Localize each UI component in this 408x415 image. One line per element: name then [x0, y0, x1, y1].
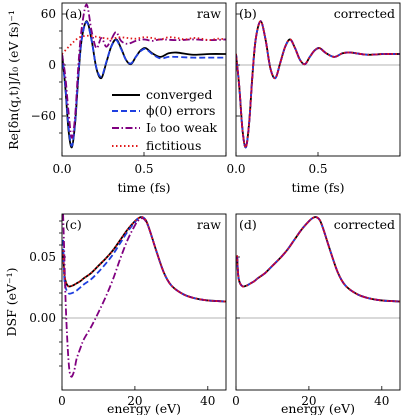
series-group-a: [62, 3, 226, 149]
series-group-c: [62, 214, 226, 378]
legend-label-converged: converged: [146, 87, 212, 102]
legend-label-phi0-errors: ϕ(0) errors: [146, 103, 215, 118]
frame-d: [235, 213, 401, 391]
panel-label-d: (d): [239, 217, 257, 232]
y-axis-title-c: DSF (eV⁻¹): [4, 267, 19, 336]
xtick-label-d-20: 20: [301, 394, 316, 408]
ticks-d: [235, 256, 383, 390]
y-axis-title-a: Re[δn(q,t)]/I₀ (eV fs)⁻¹: [6, 10, 21, 150]
x-axis-title-c: energy (eV): [107, 401, 181, 415]
xtick-label-c-20: 20: [127, 394, 142, 408]
panel-label-b: (b): [239, 6, 257, 21]
panel-label-c: (c): [65, 217, 82, 232]
xtick-label-a-0: 0.0: [52, 162, 71, 176]
xtick-label-d-40: 40: [374, 394, 389, 408]
ytick-label-a-0: 0: [48, 58, 56, 72]
frame-b: [235, 2, 401, 157]
series-d-phi0-errors: [236, 216, 400, 303]
legend-label-I0-too-weak: I₀ too weak: [146, 120, 218, 135]
series-c-I0-too-weak: [62, 214, 226, 378]
series-b-converged: [236, 20, 400, 149]
frame-a: [61, 2, 227, 157]
ytick-label-a-60: 60: [41, 7, 56, 21]
series-d-I0-too-weak: [236, 216, 400, 303]
panel-tag-d: corrected: [334, 217, 395, 232]
series-b-phi0-errors: [236, 20, 400, 149]
panel-a: (a) raw 60 0 −60 0.0 0.5 time (fs) Re[δn…: [6, 2, 227, 195]
x-axis-title-b: time (fs): [291, 180, 344, 195]
series-group-d: [236, 216, 400, 303]
series-c-fictitious: [62, 216, 226, 303]
xtick-label-b-0: 0.0: [226, 162, 245, 176]
ytick-label-a-neg60: −60: [31, 109, 56, 123]
ticks-c: [59, 220, 209, 390]
series-group-b: [236, 20, 400, 149]
x-axis-title-d: energy (eV): [281, 401, 355, 415]
panel-d: (d) corrected 0 20 40 energy (eV): [232, 213, 401, 415]
legend-label-fictitious: fictitious: [146, 138, 201, 153]
series-b-I0-too-weak: [236, 20, 400, 149]
series-b-fictitious: [236, 20, 400, 149]
xtick-label-c-0: 0: [58, 394, 66, 408]
x-axis-title-a: time (fs): [117, 180, 170, 195]
ticks-b: [235, 13, 401, 156]
panel-b: (b) corrected 0.0 0.5 time (fs): [226, 2, 401, 195]
panel-tag-b: corrected: [334, 6, 395, 21]
xtick-label-c-40: 40: [200, 394, 215, 408]
series-a-fictitious: [62, 34, 226, 55]
panel-label-a: (a): [65, 6, 82, 21]
panel-tag-c: raw: [197, 217, 221, 232]
panel-c: (c) raw 0.05 0.00 0 20 40 energy (eV) DS…: [4, 213, 227, 415]
xtick-label-d-0: 0: [232, 394, 240, 408]
xtick-label-b-05: 0.5: [308, 162, 327, 176]
ytick-label-c-005: 0.05: [29, 250, 56, 264]
panel-tag-a: raw: [197, 6, 221, 21]
legend: converged ϕ(0) errors I₀ too weak fictit…: [112, 87, 218, 153]
series-a-I0-too-weak: [62, 3, 226, 139]
xtick-label-a-05: 0.5: [134, 162, 153, 176]
ytick-label-c-000: 0.00: [29, 311, 56, 325]
frame-c: [61, 213, 227, 391]
